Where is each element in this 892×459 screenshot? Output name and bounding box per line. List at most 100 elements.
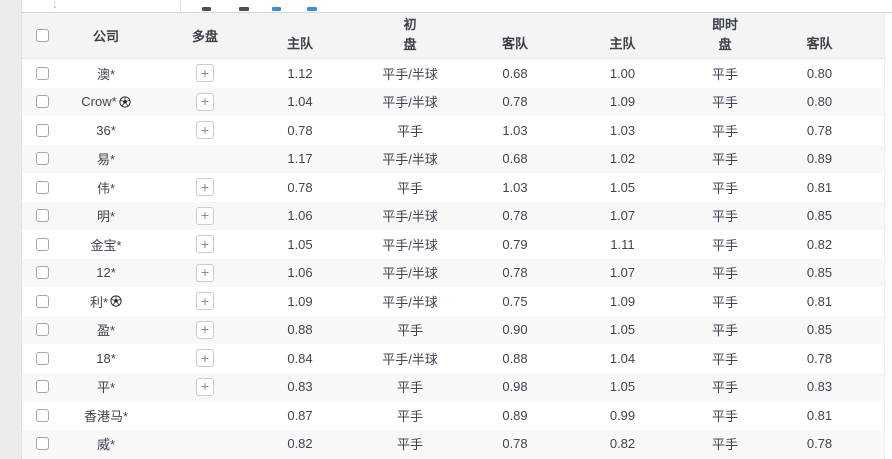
company-cell: 利*	[62, 287, 150, 316]
company-name: 利*	[89, 294, 109, 310]
row-select-cell	[22, 373, 62, 402]
live-away-odds: 0.81	[806, 293, 833, 309]
initial-home-odds: 0.83	[287, 379, 313, 395]
live-home-odds: 1.02	[609, 151, 636, 167]
multi-odds-cell: +	[150, 59, 260, 88]
initial-home-odds: 1.06	[287, 265, 313, 281]
initial-home-odds: 0.84	[287, 350, 313, 366]
live-home-odds: 1.07	[609, 208, 636, 224]
live-handicap: 平手	[711, 437, 738, 453]
expand-plus-button[interactable]: +	[196, 178, 214, 197]
expand-plus-button[interactable]: +	[196, 235, 214, 254]
multi-odds-cell: +	[150, 430, 260, 459]
expand-plus-button[interactable]: +	[196, 349, 214, 368]
company-name: 威*	[96, 437, 116, 453]
initial-home-odds: 0.88	[287, 322, 313, 338]
row-select-checkbox[interactable]	[35, 437, 49, 451]
initial-away-odds: 0.79	[502, 236, 528, 252]
odds-table-row: 利* + 1.09 平手/半球 0.75 1.09 平手 0.81	[22, 287, 884, 316]
company-cell: 18*	[62, 344, 150, 373]
clipped-link-fragment[interactable]	[307, 7, 317, 11]
row-select-checkbox[interactable]	[35, 380, 49, 394]
multi-odds-cell: +	[150, 88, 260, 117]
header-initial-handicap: 初 盘	[340, 13, 480, 58]
multi-odds-cell: +	[150, 316, 260, 345]
company-name: 18*	[96, 350, 116, 366]
initial-away-odds: 0.68	[502, 65, 528, 81]
row-select-checkbox[interactable]	[35, 180, 49, 194]
row-select-checkbox[interactable]	[35, 95, 49, 109]
live-away-odds: 0.78	[806, 350, 833, 366]
expand-plus-button[interactable]: +	[196, 292, 214, 311]
live-handicap: 平手	[711, 408, 738, 424]
multi-odds-cell: +	[150, 145, 260, 174]
live-handicap: 平手	[711, 294, 738, 310]
row-select-checkbox[interactable]	[35, 408, 49, 422]
expand-plus-button[interactable]: +	[196, 64, 214, 83]
odds-table-row: 盈* + 0.88 平手 0.90 1.05 平手 0.85	[22, 315, 884, 345]
odds-table-row: 18* + 0.84 平手/半球 0.88 1.04 平手 0.78	[22, 344, 884, 373]
row-select-checkbox[interactable]	[35, 237, 49, 251]
initial-away-odds: 0.78	[502, 94, 528, 110]
row-select-checkbox[interactable]	[35, 294, 49, 308]
multi-odds-cell: +	[150, 202, 260, 231]
odds-table-row: 平* + 0.83 平手 0.98 1.05 平手 0.83	[22, 372, 884, 402]
live-home-odds: 1.03	[609, 122, 636, 138]
live-handicap: 平手	[711, 237, 738, 253]
expand-plus-button[interactable]: +	[196, 121, 214, 140]
initial-handicap: 平手	[396, 437, 423, 453]
live-away-odds: 0.85	[806, 265, 833, 281]
row-select-checkbox[interactable]	[35, 152, 49, 166]
clipped-text-fragment	[239, 7, 249, 11]
clipped-link-fragment[interactable]	[272, 7, 281, 11]
row-select-checkbox[interactable]	[35, 209, 49, 223]
live-away-odds: 0.89	[806, 151, 833, 167]
toolbar-divider	[180, 1, 181, 11]
live-away-odds: 0.78	[806, 122, 833, 138]
select-all-checkbox[interactable]	[35, 29, 49, 42]
multi-odds-cell: +	[150, 344, 260, 373]
company-cell: 明*	[62, 202, 150, 231]
live-handicap: 平手	[711, 123, 738, 139]
company-name: 12*	[96, 265, 116, 281]
odds-table-row: 威* + 0.82 平手 0.78 0.82 平手 0.78	[22, 429, 884, 459]
initial-handicap: 平手	[396, 408, 423, 424]
company-name: 易*	[96, 152, 116, 168]
live-home-odds: 1.09	[609, 94, 636, 110]
row-select-checkbox[interactable]	[35, 351, 49, 365]
live-handicap: 平手	[711, 351, 738, 367]
initial-away-odds: 1.03	[502, 179, 528, 195]
expand-plus-button[interactable]: +	[196, 377, 214, 396]
company-name: Crow*	[81, 94, 117, 110]
company-cell: 平*	[62, 373, 150, 402]
initial-handicap: 平手/半球	[382, 266, 438, 282]
initial-handicap: 平手/半球	[382, 66, 438, 82]
company-cell: 金宝*	[62, 230, 150, 259]
row-select-cell	[22, 401, 62, 430]
clipped-toolbar-row: ↓	[22, 0, 892, 13]
row-select-checkbox[interactable]	[35, 123, 49, 137]
row-select-cell	[22, 430, 62, 459]
initial-away-odds: 0.89	[502, 407, 528, 423]
expand-plus-button[interactable]: +	[196, 320, 214, 339]
company-name: 平*	[96, 380, 116, 396]
row-select-checkbox[interactable]	[35, 66, 49, 80]
company-cell: 澳*	[62, 59, 150, 88]
expand-plus-button[interactable]: +	[196, 206, 214, 225]
live-handicap: 平手	[711, 95, 738, 111]
live-handicap: 平手	[711, 266, 738, 282]
live-handicap: 平手	[711, 380, 738, 396]
expand-plus-button[interactable]: +	[196, 263, 214, 282]
row-select-checkbox[interactable]	[35, 266, 49, 280]
live-away-odds: 0.80	[806, 94, 833, 110]
expand-plus-button[interactable]: +	[196, 92, 214, 111]
company-cell: 12*	[62, 259, 150, 288]
live-home-odds: 1.11	[610, 236, 635, 252]
table-body: 澳* + 1.12 平手/半球 0.68 1.00 平手 0.80 Crow*	[22, 59, 884, 458]
initial-handicap: 平手/半球	[382, 95, 438, 111]
header-initial-line2: 盘	[403, 37, 417, 52]
row-select-checkbox[interactable]	[35, 323, 49, 337]
initial-home-odds: 0.78	[287, 122, 313, 138]
row-select-cell	[22, 230, 62, 259]
row-select-cell	[22, 116, 62, 145]
